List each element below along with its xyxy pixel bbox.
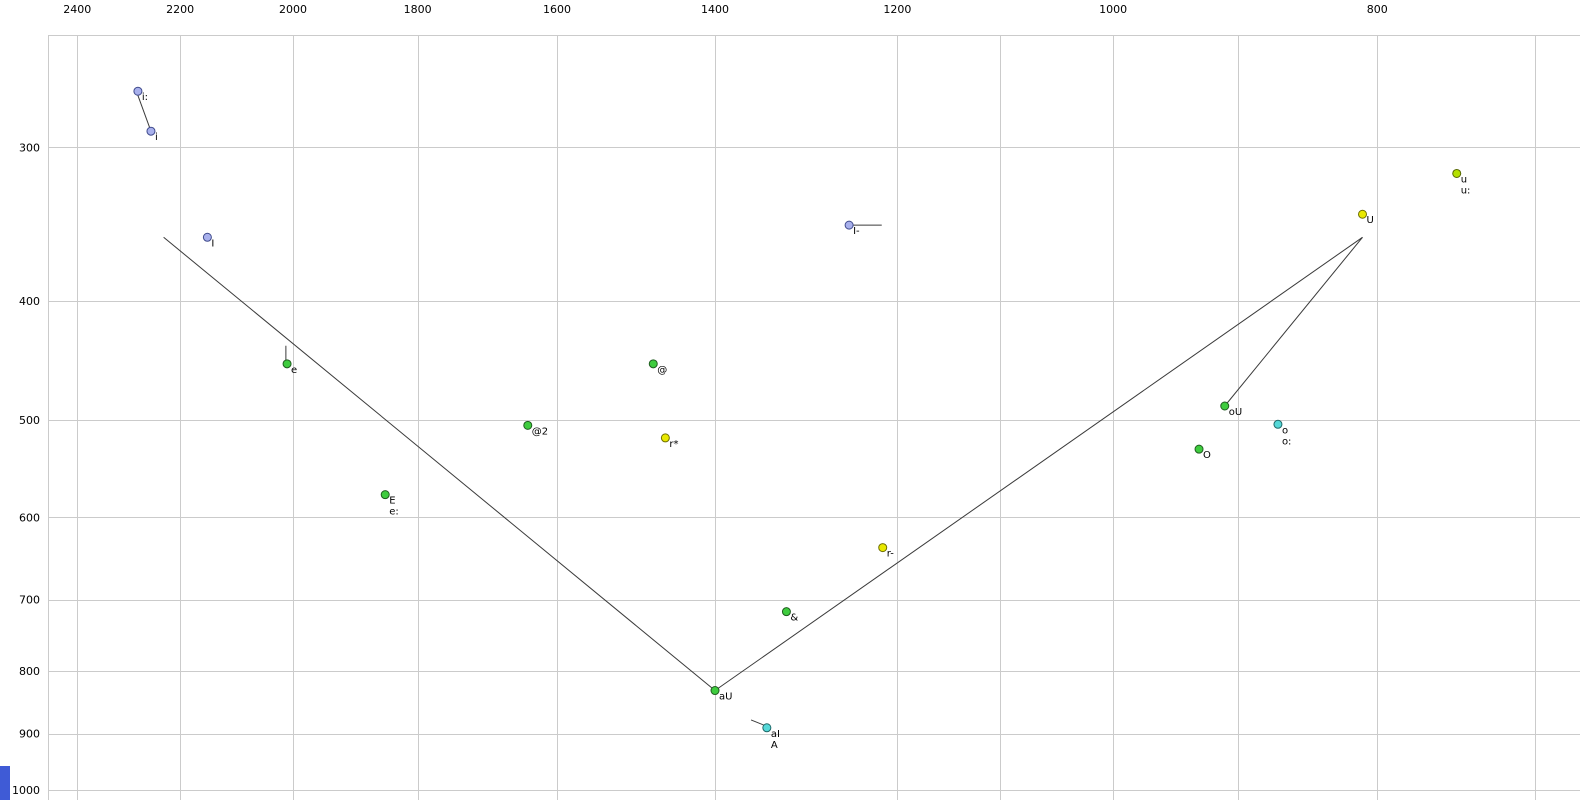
- vowel-point-label: E: [389, 496, 395, 507]
- x-tick-label: 1000: [1099, 3, 1127, 16]
- y-tick-label: 800: [19, 665, 40, 678]
- y-tick-label: 400: [19, 295, 40, 308]
- x-tick-label: 2200: [166, 3, 194, 16]
- vowel-point[interactable]: [1273, 419, 1283, 429]
- x-tick-label: 800: [1367, 3, 1388, 16]
- y-tick-label: 300: [19, 141, 40, 154]
- vowel-point-label: i:: [142, 92, 148, 103]
- x-tick-label: 2400: [63, 3, 91, 16]
- x-tick-label: 1200: [883, 3, 911, 16]
- trajectory-line: [135, 91, 152, 132]
- vowel-point-label: A: [771, 740, 778, 751]
- vowel-point-label: oU: [1229, 407, 1242, 418]
- vowel-point[interactable]: [202, 232, 212, 242]
- vowel-point-label: u:: [1461, 185, 1471, 196]
- vowel-point-label: r-: [887, 549, 894, 560]
- vowel-point[interactable]: [133, 86, 143, 96]
- vowel-point-label: I-: [853, 226, 860, 237]
- y-tick-label: 1000: [12, 784, 40, 797]
- vowel-point-label: O: [1203, 450, 1211, 461]
- x-tick-label: 1400: [701, 3, 729, 16]
- y-tick-label: 600: [19, 511, 40, 524]
- vowel-point-label: u: [1461, 174, 1467, 185]
- vowel-point[interactable]: [781, 607, 791, 617]
- vowel-point-label: &: [790, 613, 798, 624]
- vowel-point-label: r*: [669, 439, 678, 450]
- vowel-point-label: @: [657, 365, 667, 376]
- x-tick-label: 1600: [543, 3, 571, 16]
- vowel-point-label: I: [211, 238, 214, 249]
- x-tick-label: 1800: [404, 3, 432, 16]
- trajectory-line: [1224, 236, 1363, 407]
- trajectory-line: [163, 236, 716, 691]
- vowel-point-label: aU: [719, 692, 732, 703]
- vowel-point[interactable]: [648, 359, 658, 369]
- vowel-point-label: e: [291, 365, 297, 376]
- vowel-point-label: o:: [1282, 436, 1292, 447]
- vowel-point[interactable]: [660, 433, 670, 443]
- x-tick-label: 2000: [279, 3, 307, 16]
- vowel-point[interactable]: [1194, 444, 1204, 454]
- vowel-point[interactable]: [380, 490, 390, 500]
- vowel-point[interactable]: [1358, 209, 1368, 219]
- vowel-point-label: i: [155, 132, 158, 143]
- vowel-point[interactable]: [1220, 401, 1230, 411]
- vowel-point-label: o: [1282, 425, 1288, 436]
- vowel-point-label: U: [1367, 215, 1374, 226]
- vowel-point[interactable]: [878, 543, 888, 553]
- vowel-point-label: @2: [532, 426, 548, 437]
- vowel-point-label: aI: [771, 729, 780, 740]
- vowel-point[interactable]: [1452, 168, 1462, 178]
- vowel-point[interactable]: [146, 126, 156, 136]
- y-tick-label: 700: [19, 594, 40, 607]
- trajectory-line: [714, 236, 1363, 691]
- vowel-point[interactable]: [710, 686, 720, 696]
- y-tick-label: 900: [19, 728, 40, 741]
- vowel-point[interactable]: [844, 220, 854, 230]
- vowel-point-label: e:: [389, 507, 399, 518]
- vowel-point[interactable]: [762, 723, 772, 733]
- vowel-point[interactable]: [523, 420, 533, 430]
- vowel-point[interactable]: [282, 359, 292, 369]
- y-tick-label: 500: [19, 414, 40, 427]
- corner-accent: [0, 766, 10, 800]
